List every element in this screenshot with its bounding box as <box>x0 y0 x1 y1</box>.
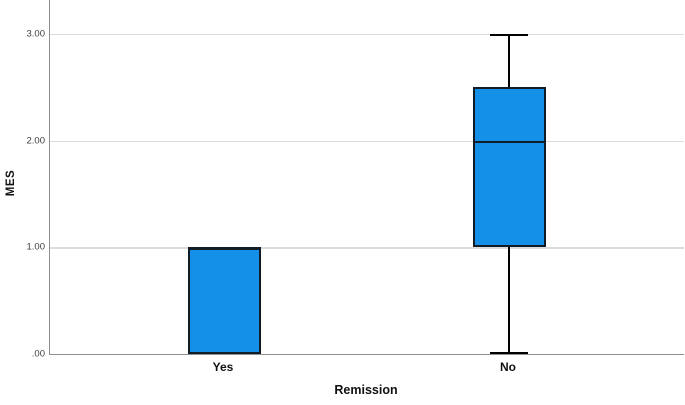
y-tick-label-2.00: 2.00 <box>26 134 46 146</box>
median-line-No <box>472 140 546 144</box>
plot-area <box>49 0 684 355</box>
box-Yes <box>187 247 261 354</box>
upper-whisker-cap-No <box>490 33 528 37</box>
x-axis-title: Remission <box>334 383 398 397</box>
gridline-2.00 <box>50 140 684 143</box>
y-tick-label-1.00: 1.00 <box>26 241 46 253</box>
x-category-label-Yes: Yes <box>212 360 234 374</box>
box-No <box>472 87 546 248</box>
gridline-3.00 <box>50 33 684 36</box>
x-category-label-No: No <box>500 360 516 374</box>
median-line-Yes <box>187 247 261 250</box>
lower-whisker-cap-No <box>490 351 528 354</box>
y-axis-title: MES <box>5 169 17 197</box>
upper-whisker-No <box>507 33 511 88</box>
lower-whisker-No <box>507 247 511 354</box>
y-tick-label-.00: .00 <box>31 348 45 360</box>
y-tick-label-3.00: 3.00 <box>26 28 46 40</box>
gridline-1.00 <box>50 247 684 249</box>
